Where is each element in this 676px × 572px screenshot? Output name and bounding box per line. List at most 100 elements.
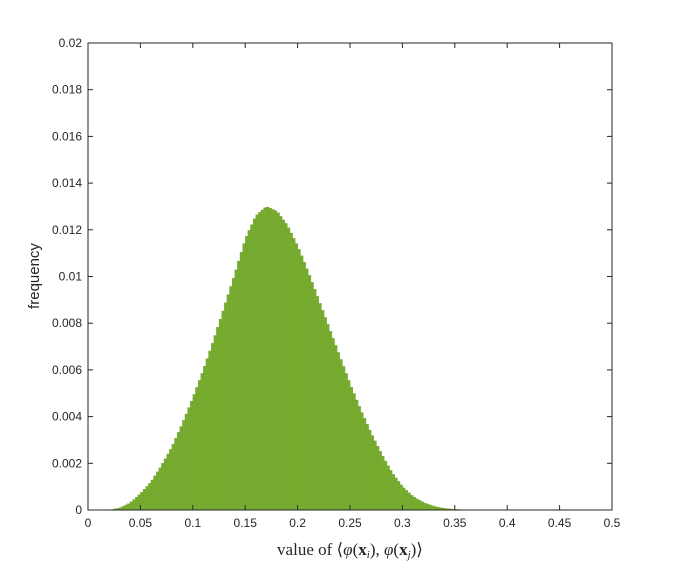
histogram-bar: [174, 438, 178, 511]
y-tick-label: 0.008: [52, 316, 82, 330]
histogram-bar: [226, 294, 230, 511]
histogram-bar: [229, 286, 233, 511]
histogram-bar: [415, 498, 419, 511]
histogram-bar: [360, 412, 364, 511]
histogram-bar: [420, 501, 424, 511]
y-tick-label: 0: [75, 503, 82, 517]
histogram-bar: [425, 503, 430, 511]
histogram-bar: [352, 393, 356, 511]
histogram-bar: [176, 432, 181, 511]
histogram-bar: [260, 209, 264, 511]
histogram-bar: [310, 282, 314, 511]
y-tick-label: 0.004: [52, 410, 82, 424]
histogram-bar: [331, 338, 335, 511]
y-tick-label: 0.018: [52, 83, 82, 97]
histogram-bar: [302, 262, 306, 511]
histogram-bar: [368, 429, 372, 511]
histogram-bar: [216, 327, 220, 511]
histogram-bar: [258, 212, 262, 511]
histogram-bar: [268, 208, 272, 511]
histogram-bar: [344, 373, 348, 511]
histogram-bar: [142, 489, 147, 511]
x-axis-ticks: 0 0.05 0.1 0.15 0.2 0.25 0.3 0.35 0.4 0.45 0.5: [85, 43, 621, 530]
histogram-bar: [378, 451, 382, 511]
histogram-bar: [245, 236, 249, 511]
histogram-bar: [321, 310, 325, 511]
histogram-bar: [224, 302, 228, 511]
histogram-bar: [255, 214, 259, 511]
histogram-bar: [431, 505, 435, 511]
histogram-bar: [381, 456, 385, 511]
histogram-bar: [347, 380, 351, 511]
histogram-bar: [383, 460, 388, 511]
histogram-bar: [221, 310, 225, 511]
x-tick-label: 0.4: [499, 516, 516, 530]
histogram-bar: [349, 386, 354, 511]
histogram-bar: [397, 481, 401, 511]
histogram-bar: [412, 497, 416, 511]
y-tick-label: 0.006: [52, 363, 82, 377]
histogram-bar: [155, 471, 160, 511]
histogram-bar: [417, 500, 422, 511]
x-tick-label: 0.2: [289, 516, 306, 530]
histogram-bar: [394, 477, 398, 511]
x-tick-label: 0: [85, 516, 92, 530]
histogram-bar: [271, 209, 275, 511]
histogram-bar: [127, 503, 131, 511]
histogram-bar: [124, 504, 128, 511]
histogram-bar: [250, 224, 254, 511]
x-tick-label: 0.1: [184, 516, 201, 530]
histogram-bar: [336, 352, 340, 511]
histogram-bar: [313, 289, 317, 511]
histogram-bar: [315, 296, 319, 511]
y-tick-label: 0.012: [52, 223, 82, 237]
y-tick-label: 0.002: [52, 456, 82, 470]
histogram-bar: [211, 343, 215, 511]
histogram-bar: [334, 345, 338, 511]
histogram-bar: [284, 223, 288, 511]
histogram-bar: [247, 230, 251, 511]
histogram-bar: [307, 275, 312, 511]
histogram-bar: [433, 506, 437, 511]
histogram-bar: [428, 504, 432, 511]
histogram-bar: [192, 394, 196, 511]
histogram-bar: [200, 373, 204, 511]
histogram-bar: [279, 216, 283, 511]
histogram-bar: [171, 443, 175, 511]
histogram-bar: [355, 399, 359, 511]
histogram-bar: [305, 268, 309, 511]
y-tick-label: 0.014: [52, 176, 82, 190]
y-tick-label: 0.01: [59, 270, 83, 284]
histogram-bar: [234, 269, 238, 511]
histogram-bar: [218, 318, 223, 511]
histogram-bar: [121, 506, 126, 511]
histogram-bar: [410, 495, 414, 511]
histogram-bar: [266, 206, 270, 511]
histogram-bar: [326, 324, 330, 511]
histogram-bar: [148, 483, 152, 511]
histogram-bar: [166, 453, 170, 511]
histogram-bar: [205, 358, 209, 511]
histogram-bar: [376, 445, 380, 511]
histogram-bar: [242, 243, 246, 511]
histogram-bar: [297, 249, 301, 511]
histogram-bar: [342, 366, 346, 511]
histogram-bar: [190, 401, 194, 511]
histogram-bar: [132, 499, 136, 511]
histogram-bar: [187, 407, 191, 511]
histogram-bar: [263, 207, 267, 511]
histogram-bar: [208, 350, 212, 511]
x-tick-label: 0.3: [394, 516, 411, 530]
histogram-bar: [179, 426, 183, 511]
x-tick-label: 0.45: [548, 516, 572, 530]
histogram-bar: [252, 218, 257, 511]
histogram-bar: [362, 418, 367, 511]
histogram-bar: [135, 497, 139, 511]
histogram-bar: [163, 458, 168, 511]
histogram-bar: [237, 260, 241, 511]
histogram-bar: [386, 465, 390, 511]
histogram-bar: [158, 467, 162, 511]
histogram-bar: [195, 387, 199, 511]
histogram-bar: [213, 335, 217, 511]
histogram-bar: [281, 219, 285, 511]
